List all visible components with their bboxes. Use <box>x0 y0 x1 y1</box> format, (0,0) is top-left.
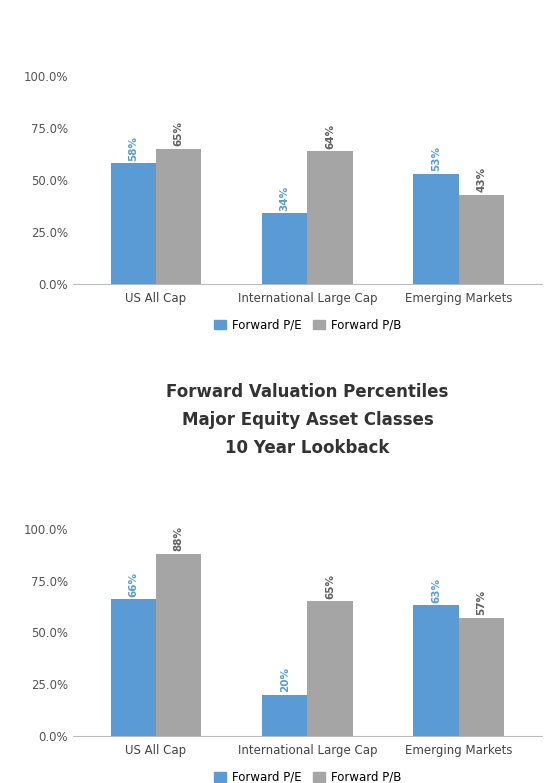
Bar <box>459 194 504 283</box>
Bar <box>414 605 459 736</box>
Bar <box>262 695 307 736</box>
Text: 65%: 65% <box>174 121 184 146</box>
Bar <box>414 174 459 283</box>
Bar <box>156 149 201 283</box>
Text: 43%: 43% <box>477 167 487 192</box>
Text: 53%: 53% <box>431 146 441 171</box>
Bar <box>156 554 201 736</box>
Bar <box>307 601 353 736</box>
Bar <box>307 151 353 283</box>
Legend: Forward P/E, Forward P/B: Forward P/E, Forward P/B <box>214 319 401 331</box>
Bar <box>459 618 504 736</box>
Text: 64%: 64% <box>325 124 335 149</box>
Text: 66%: 66% <box>128 572 138 597</box>
Title: Forward Valuation Percentiles
Major Equity Asset Classes
5 Year Lookback: Forward Valuation Percentiles Major Equi… <box>166 0 449 4</box>
Text: 65%: 65% <box>325 574 335 599</box>
Text: 34%: 34% <box>280 186 290 211</box>
Text: 20%: 20% <box>280 667 290 692</box>
Legend: Forward P/E, Forward P/B: Forward P/E, Forward P/B <box>214 771 401 783</box>
Text: 57%: 57% <box>477 590 487 615</box>
Bar <box>262 213 307 283</box>
Bar <box>111 599 156 736</box>
Bar <box>111 164 156 283</box>
Text: 88%: 88% <box>174 526 184 551</box>
Text: 58%: 58% <box>128 136 138 161</box>
Text: 63%: 63% <box>431 578 441 603</box>
Title: Forward Valuation Percentiles
Major Equity Asset Classes
10 Year Lookback: Forward Valuation Percentiles Major Equi… <box>166 383 449 456</box>
